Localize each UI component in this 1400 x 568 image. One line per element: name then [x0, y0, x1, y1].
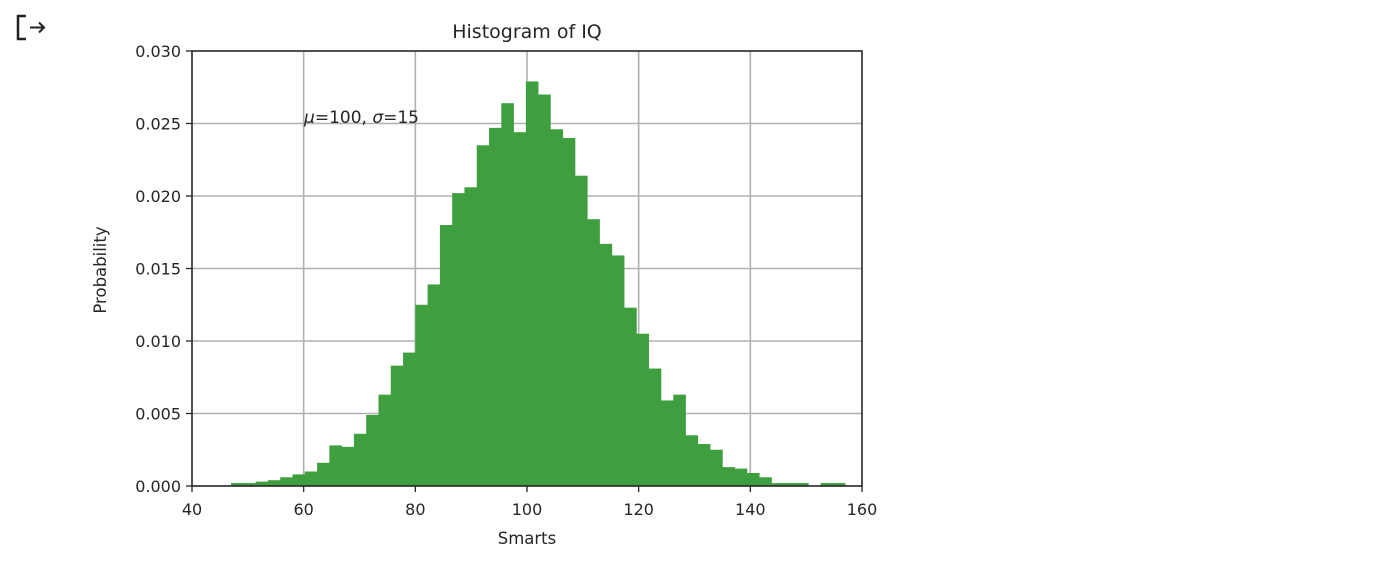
histogram-bar: [525, 81, 539, 486]
histogram-bar: [697, 443, 711, 486]
y-tick-label: 0.000: [135, 477, 181, 496]
y-tick-label: 0.005: [135, 405, 181, 424]
histogram-bar: [771, 483, 785, 486]
histogram-bar: [685, 435, 699, 486]
histogram-bar: [796, 483, 809, 486]
histogram-bar: [464, 187, 478, 487]
histogram-bar: [820, 483, 834, 486]
histogram-bars: [231, 81, 846, 487]
histogram-bar: [476, 145, 490, 486]
histogram-bar: [587, 219, 600, 486]
histogram-bar: [489, 127, 502, 486]
annotation-mu-sigma: μ=100, σ=15: [303, 108, 419, 128]
histogram-bar: [734, 468, 748, 486]
y-tick-label: 0.010: [135, 332, 181, 351]
histogram-bar: [353, 433, 367, 486]
histogram-bar: [599, 243, 613, 486]
histogram-bar: [378, 394, 392, 486]
histogram-bar: [280, 477, 293, 486]
x-tick-label: 140: [735, 500, 766, 519]
histogram-bar: [538, 94, 551, 486]
histogram-bar: [329, 445, 342, 486]
histogram-bar: [231, 483, 244, 486]
histogram-bar: [759, 477, 772, 486]
x-axis-ticks: 40 60 80 100 120 140 160: [182, 486, 877, 519]
histogram-bar: [673, 394, 686, 486]
histogram-bar: [403, 352, 416, 486]
y-tick-label: 0.025: [135, 115, 181, 134]
x-tick-label: 160: [847, 500, 878, 519]
x-axis-label: Smarts: [498, 529, 557, 548]
histogram-bar: [341, 446, 355, 486]
histogram-bar: [513, 132, 527, 486]
histogram-bar: [550, 129, 564, 487]
y-tick-label: 0.030: [135, 42, 181, 61]
histogram-bar: [501, 103, 514, 486]
x-tick-label: 100: [512, 500, 543, 519]
x-tick-label: 120: [623, 500, 654, 519]
histogram-bar: [427, 284, 441, 486]
histogram-bar: [575, 175, 588, 486]
histogram-bar: [255, 481, 269, 486]
x-tick-label: 60: [293, 500, 313, 519]
y-axis-ticks: 0.000 0.005 0.010 0.015 0.020 0.025 0.030: [135, 42, 192, 496]
histogram-bar: [562, 138, 576, 486]
histogram-bar: [452, 193, 465, 486]
histogram-bar: [783, 483, 797, 486]
output-redirect-icon[interactable]: [16, 14, 48, 42]
histogram-bar: [661, 400, 674, 486]
histogram-bar: [317, 462, 330, 486]
histogram-bar: [292, 474, 306, 486]
histogram-bar: [648, 368, 662, 486]
histogram-bar: [636, 333, 650, 486]
y-tick-label: 0.015: [135, 260, 181, 279]
histogram-bar: [832, 483, 846, 486]
histogram-bar: [611, 255, 625, 486]
histogram-bar: [710, 449, 723, 486]
y-tick-label: 0.020: [135, 187, 181, 206]
histogram-bar: [439, 225, 453, 486]
histogram-bar: [746, 472, 760, 486]
histogram-bar: [243, 483, 256, 486]
histogram-bar: [390, 365, 404, 486]
histogram-bar: [722, 467, 735, 486]
histogram-bar: [304, 471, 318, 486]
x-tick-label: 80: [405, 500, 425, 519]
chart-title: Histogram of IQ: [452, 21, 602, 43]
histogram-bar: [624, 307, 637, 486]
y-axis-label: Probability: [91, 226, 110, 313]
x-tick-label: 40: [182, 500, 202, 519]
histogram-bar: [366, 414, 379, 486]
histogram-bar: [415, 304, 428, 486]
histogram-bar: [267, 480, 281, 486]
